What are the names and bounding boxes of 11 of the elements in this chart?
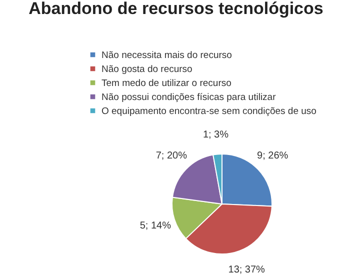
data-label: 1; 3% — [202, 129, 229, 140]
chart-title: Abandono de recursos tecnológicos — [28, 0, 324, 18]
legend-label: Tem medo de utilizar o recurso — [102, 78, 232, 89]
data-label: 5; 14% — [140, 220, 172, 232]
legend-label: Não necessita mais do recurso — [102, 50, 232, 61]
data-label: 13; 37% — [228, 264, 266, 276]
legend-label: O equipamento encontra-se sem condições de uso — [102, 106, 316, 117]
data-label: 9; 26% — [257, 150, 288, 162]
data-label: 7; 20% — [156, 150, 188, 162]
legend-label: Não gosta do recurso — [102, 64, 192, 75]
legend-label: Não possui condições físicas para utilizar — [102, 92, 276, 103]
